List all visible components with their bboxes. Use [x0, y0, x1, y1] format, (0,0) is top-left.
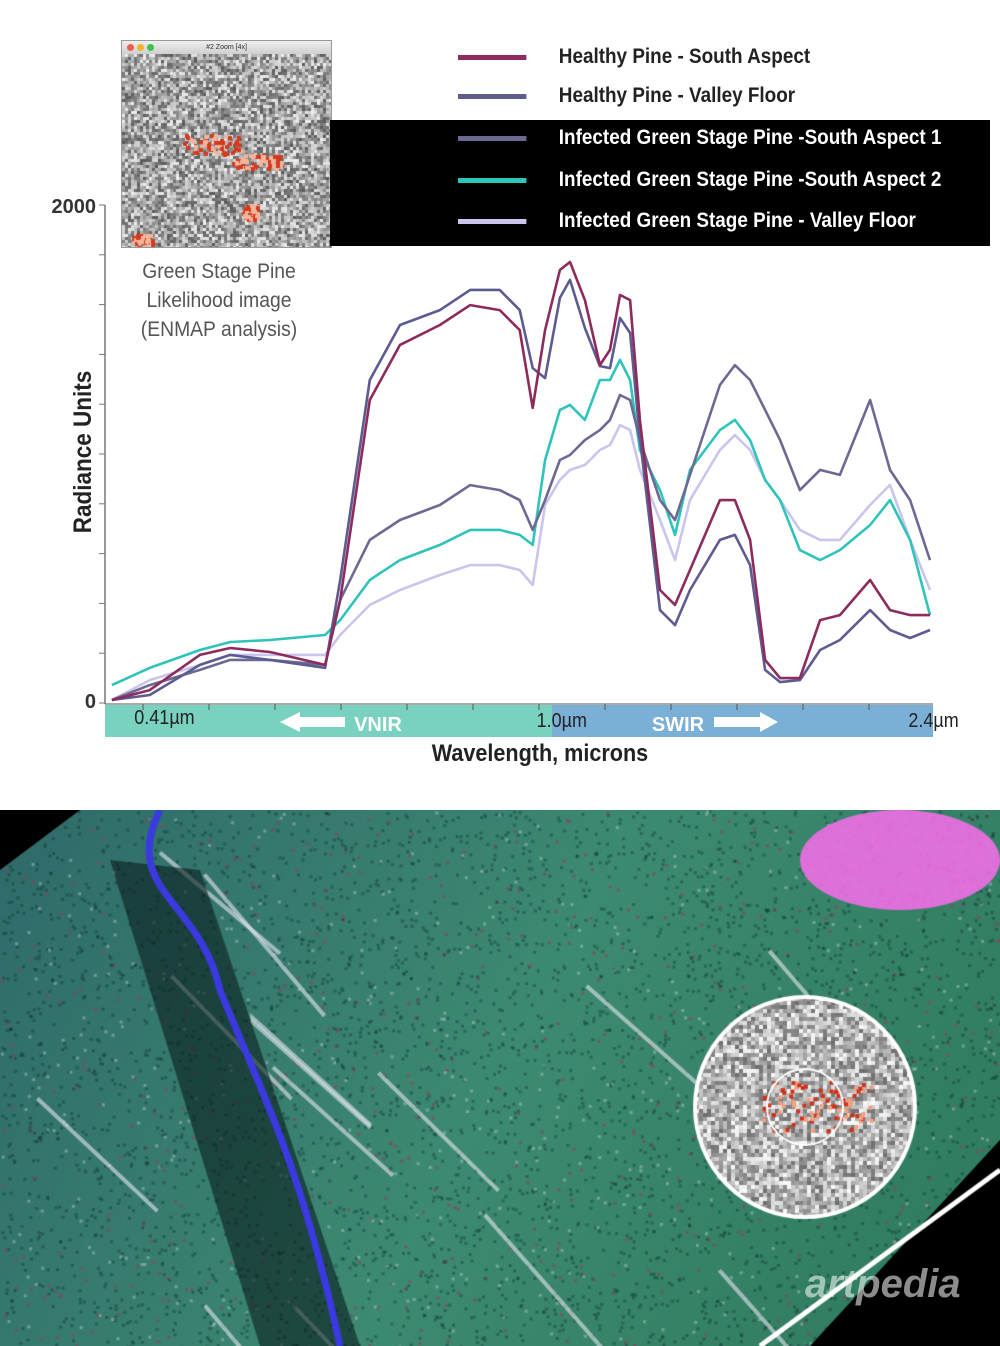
annotation-line: Likelihood image: [130, 286, 308, 315]
legend-swatch: [458, 94, 526, 99]
legend-entry: Healthy Pine - South Aspect: [458, 45, 810, 69]
zoom-inset-window: #2 Zoom [4x]: [121, 40, 332, 248]
x-tick-label: 1.0µm: [537, 710, 587, 732]
annotation-line: (ENMAP analysis): [130, 315, 308, 344]
annotation: Green Stage Pine Likelihood image (ENMAP…: [130, 257, 308, 344]
likelihood-image: [122, 54, 331, 247]
maximize-icon[interactable]: [147, 44, 154, 51]
inset-titlebar: #2 Zoom [4x]: [122, 41, 331, 54]
legend-swatch: [458, 219, 526, 224]
watermark-logo: artpedia: [805, 1262, 961, 1307]
legend-label: Infected Green Stage Pine -South Aspect …: [559, 126, 942, 150]
legend-swatch: [458, 178, 526, 183]
figure: 2000 0 Radiance Units 0.41µm 1.0µm 2.4µm…: [0, 0, 1000, 1346]
y-tick-label: 0: [85, 691, 96, 713]
annotation-line: Green Stage Pine: [130, 257, 308, 286]
legend-swatch: [458, 136, 526, 141]
legend-entry: Infected Green Stage Pine - Valley Floor: [458, 209, 916, 233]
y-tick-label: 2000: [52, 196, 97, 218]
legend-label: Healthy Pine - South Aspect: [559, 45, 810, 69]
legend-label: Infected Green Stage Pine - Valley Floor: [559, 209, 916, 233]
inset-title: #2 Zoom [4x]: [206, 44, 247, 51]
y-axis-label: Radiance Units: [69, 371, 97, 533]
legend-label: Infected Green Stage Pine -South Aspect …: [559, 168, 942, 192]
minimize-icon[interactable]: [137, 44, 144, 51]
region-label-swir: SWIR: [652, 714, 705, 736]
x-axis-label: Wavelength, microns: [432, 739, 648, 766]
x-tick-label: 0.41µm: [134, 707, 194, 729]
close-icon[interactable]: [127, 44, 134, 51]
region-label-vnir: VNIR: [354, 714, 402, 736]
legend-entry: Infected Green Stage Pine -South Aspect …: [458, 126, 941, 150]
legend-entry: Healthy Pine - Valley Floor: [458, 84, 795, 108]
legend-label: Healthy Pine - Valley Floor: [559, 84, 795, 108]
x-tick-label: 2.4µm: [908, 710, 958, 732]
legend-entry: Infected Green Stage Pine -South Aspect …: [458, 168, 941, 192]
legend-swatch: [458, 55, 526, 60]
series-line: [112, 360, 930, 685]
